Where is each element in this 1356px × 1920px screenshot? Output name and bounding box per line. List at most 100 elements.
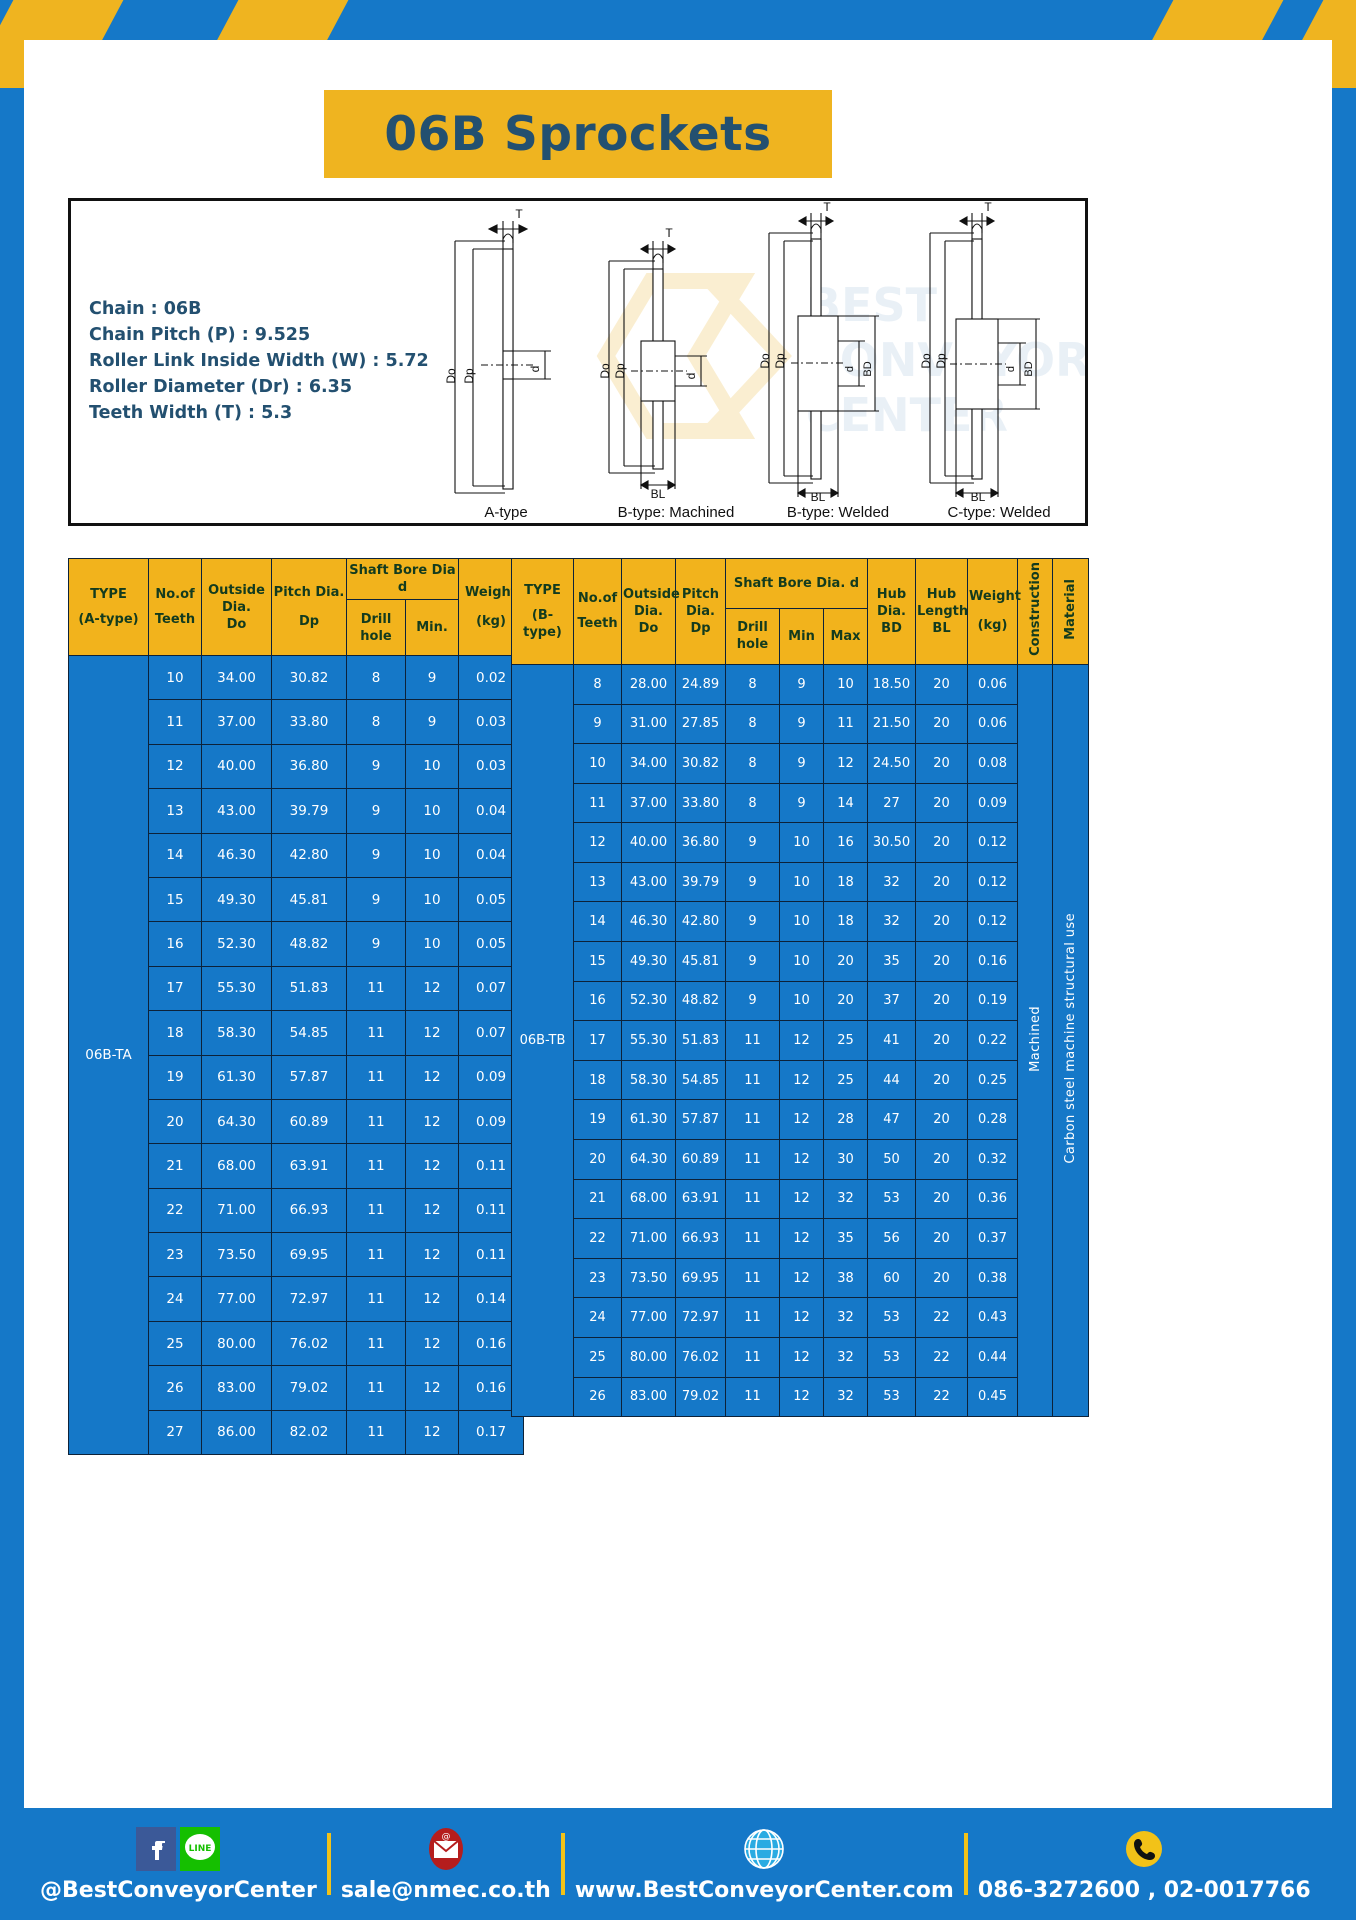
- table-cell: 11: [822, 703, 869, 745]
- table-cell: 79.02: [675, 1376, 726, 1418]
- table-cell: 42.80: [271, 832, 347, 878]
- table-cell: 53: [867, 1376, 917, 1418]
- svg-text:BD: BD: [1023, 361, 1035, 376]
- table-cell: 10: [779, 901, 824, 943]
- header-hub-dia: Hub Dia. BD: [867, 558, 917, 665]
- table-cell: 20: [915, 1139, 969, 1180]
- table-cell: 53: [867, 1337, 917, 1378]
- table-cell: 8: [725, 663, 780, 705]
- table-cell: 20: [915, 703, 969, 745]
- table-cell: 69.95: [675, 1257, 726, 1299]
- table-cell: 80.00: [201, 1320, 272, 1367]
- spec-line-chain: Chain : 06B: [89, 299, 202, 319]
- email-address[interactable]: sale@nmec.co.th: [340, 1877, 551, 1903]
- table-cell: 19: [148, 1054, 202, 1100]
- line-icon[interactable]: LINE: [180, 1826, 221, 1871]
- globe-icon[interactable]: [740, 1825, 788, 1873]
- table-cell: 18: [573, 1059, 622, 1101]
- table-cell: 51.83: [675, 1020, 726, 1061]
- table-cell: 35: [822, 1218, 869, 1259]
- sprocket-b-welded-svg: Do Dp d BD T BL: [758, 201, 879, 504]
- table-cell: 64.30: [621, 1139, 676, 1180]
- table-cell: 16: [148, 921, 202, 967]
- table-a-body: 06B-TA 10 34.00 30.82 8 9 0.02 11 37.00 33.80 8 9 0.…: [68, 654, 525, 1456]
- table-cell: 51.83: [271, 965, 347, 1012]
- b-type-sprocket-table: TYPE (B-type) No.of Teeth Outside Dia. D…: [511, 558, 1090, 1418]
- sprocket-b-machined-svg: Do Dp d T BL: [598, 226, 707, 501]
- table-cell: 0.12: [967, 901, 1019, 943]
- footer-social[interactable]: LINE @BestConveyorCenter: [40, 1826, 317, 1903]
- table-cell: 9: [404, 654, 460, 701]
- a-type-sprocket-table: TYPE (A-type) No.of Teeth Outside Dia. D…: [68, 558, 525, 1456]
- table-cell: 0.12: [967, 822, 1019, 863]
- svg-text:BL: BL: [971, 490, 986, 501]
- spec-line-teeth-width: Teeth Width (T) : 5.3: [89, 403, 293, 423]
- svg-text:Do: Do: [598, 363, 612, 379]
- page-title-band: 06B Sprockets: [324, 90, 832, 178]
- table-cell: 61.30: [201, 1054, 272, 1100]
- table-cell: 12: [404, 1276, 460, 1322]
- table-row: 12 40.00 36.80 9 10 16 30.50 20 0.12: [512, 822, 1089, 863]
- table-cell: 0.38: [967, 1257, 1019, 1299]
- table-cell: 0.09: [967, 782, 1019, 824]
- header-min: Min.: [404, 599, 460, 656]
- table-cell: 21: [148, 1143, 202, 1189]
- svg-text:T: T: [984, 201, 992, 214]
- table-cell: 23: [148, 1232, 202, 1278]
- header-outside-dia: Outside Dia. Do: [621, 558, 680, 665]
- table-cell: 18: [822, 901, 869, 943]
- facebook-icon[interactable]: [136, 1826, 177, 1871]
- header-construction: Construction: [1017, 558, 1054, 665]
- table-cell: 30.82: [271, 654, 347, 701]
- table-cell: 83.00: [201, 1365, 272, 1411]
- svg-text:@: @: [441, 1832, 450, 1842]
- table-cell: 12: [779, 1257, 824, 1299]
- table-cell: 15: [573, 941, 622, 982]
- table-cell: 33.80: [271, 699, 347, 745]
- table-cell: 77.00: [621, 1297, 676, 1339]
- table-cell: 49.30: [201, 876, 272, 923]
- table-cell: 11: [346, 1098, 406, 1145]
- header-drill-hole: Drill hole: [725, 607, 780, 665]
- table-row: 9 31.00 27.85 8 9 11 21.50 20 0.06: [512, 703, 1089, 745]
- table-cell: 20: [822, 980, 869, 1022]
- table-row: 16 52.30 48.82 9 10 20 37 20 0.19: [512, 980, 1089, 1022]
- table-cell: 23: [573, 1257, 622, 1299]
- table-a-header-row-2: Drill hole Min.: [69, 599, 524, 656]
- table-cell: 8: [346, 699, 406, 745]
- table-row: 20 64.30 60.89 11 12 30 50 20 0.32: [512, 1139, 1089, 1180]
- table-cell: 0.32: [967, 1139, 1019, 1180]
- table-cell: 63.91: [675, 1178, 726, 1220]
- footer-email[interactable]: @ sale@nmec.co.th: [341, 1826, 551, 1903]
- table-cell: 72.97: [271, 1276, 347, 1322]
- table-cell: 53: [867, 1297, 917, 1339]
- facebook-handle[interactable]: @BestConveyorCenter: [40, 1877, 317, 1903]
- svg-text:d: d: [1005, 366, 1017, 372]
- phone-number[interactable]: 086-3272600 , 02-0017766: [977, 1877, 1311, 1903]
- table-cell: 16: [822, 822, 869, 863]
- sprocket-c-welded-svg: Do Dp d BD T BL: [919, 201, 1040, 504]
- svg-text:BD: BD: [862, 361, 874, 376]
- cell-type-label: 06B-TB: [511, 663, 574, 1418]
- svg-text:d: d: [844, 366, 856, 372]
- table-cell: 57.87: [271, 1054, 347, 1100]
- email-icon[interactable]: @: [422, 1825, 470, 1873]
- footer-divider: [560, 1833, 565, 1895]
- table-cell: 22: [915, 1376, 969, 1418]
- footer-website[interactable]: www.BestConveyorCenter.com: [575, 1826, 954, 1903]
- table-cell: 76.02: [675, 1337, 726, 1378]
- footer-phone[interactable]: 086-3272600 , 02-0017766: [978, 1826, 1311, 1903]
- svg-text:Do: Do: [758, 353, 772, 369]
- table-cell: 53: [867, 1178, 917, 1220]
- table-cell: 34.00: [621, 743, 676, 784]
- table-cell: 9: [346, 832, 406, 878]
- phone-icon[interactable]: [1120, 1825, 1168, 1873]
- website-url[interactable]: www.BestConveyorCenter.com: [574, 1877, 954, 1903]
- drawing-label-c-welded: C-type: Welded: [947, 504, 1051, 521]
- table-cell: 9: [346, 876, 406, 923]
- table-cell: 11: [346, 1010, 406, 1056]
- table-cell: 38: [822, 1257, 869, 1299]
- table-cell: 26: [148, 1365, 202, 1411]
- table-cell: 0.19: [967, 980, 1019, 1022]
- table-cell: 11: [148, 699, 202, 745]
